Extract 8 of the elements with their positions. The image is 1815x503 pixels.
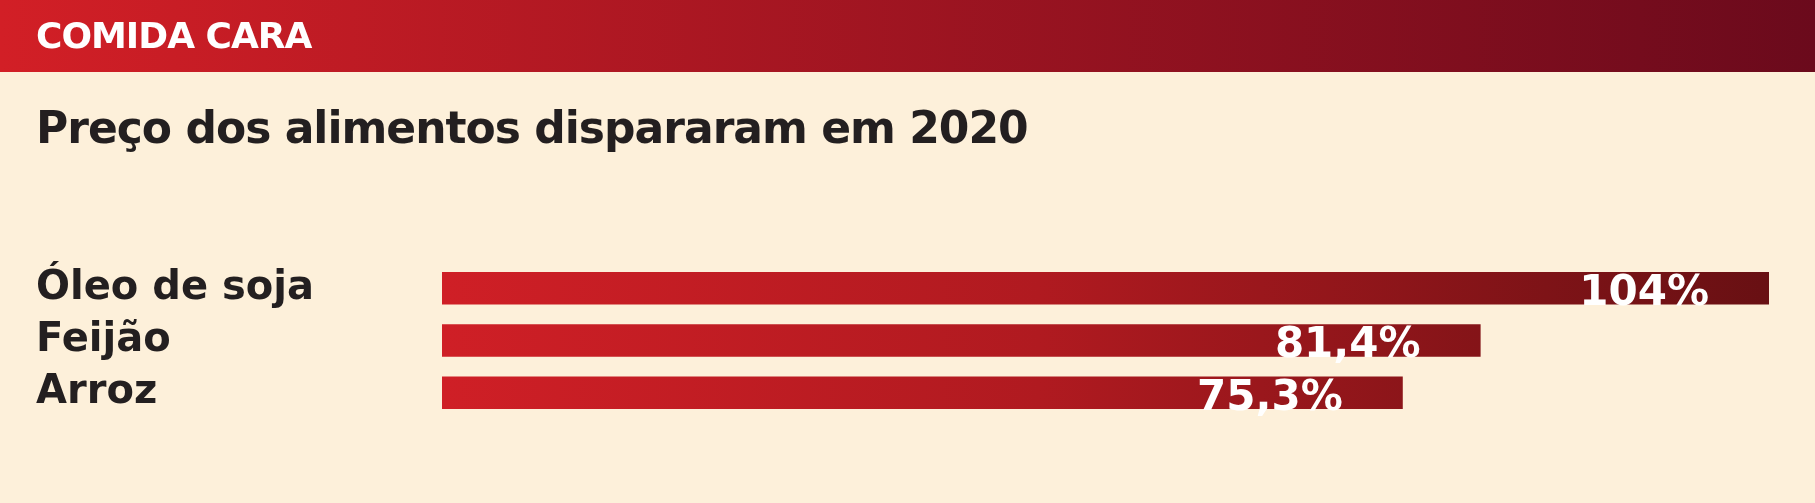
- chart-title: COMIDA CARA: [0, 0, 1815, 72]
- data-label: 81,4%: [1274, 318, 1421, 368]
- y-tick-label: Feijão: [36, 313, 171, 360]
- data-label: 75,3%: [1197, 370, 1343, 420]
- chart-subtitle: Preço dos alimentos dispararam em 2020: [35, 101, 1029, 155]
- data-label: 104%: [1579, 266, 1709, 316]
- y-tick-label: Arroz: [36, 366, 158, 413]
- y-tick-label: Óleo de soja: [36, 260, 314, 308]
